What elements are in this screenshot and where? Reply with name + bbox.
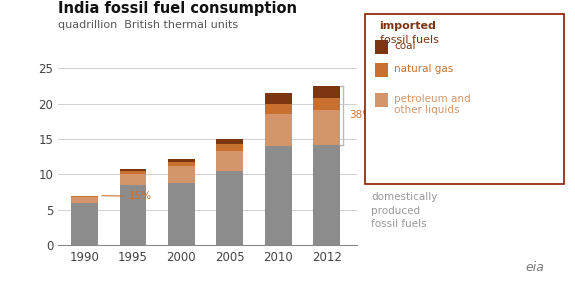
Text: India fossil fuel consumption: India fossil fuel consumption — [58, 1, 297, 17]
Bar — [216, 151, 243, 171]
Bar — [313, 145, 340, 245]
Bar — [120, 169, 146, 171]
Bar — [313, 86, 340, 98]
Text: domestically
produced
fossil fuels: domestically produced fossil fuels — [371, 192, 437, 229]
Text: imported: imported — [380, 21, 436, 31]
Bar — [168, 162, 195, 166]
Bar — [71, 203, 98, 245]
Text: coal: coal — [394, 41, 415, 51]
Bar — [168, 183, 195, 245]
Bar — [120, 171, 146, 174]
Bar — [120, 174, 146, 185]
Text: 38%: 38% — [348, 110, 372, 120]
Text: 15%: 15% — [102, 191, 152, 201]
Text: quadrillion  British thermal units: quadrillion British thermal units — [58, 20, 237, 30]
Bar — [313, 111, 340, 145]
Text: natural gas: natural gas — [394, 64, 453, 74]
Bar — [168, 166, 195, 183]
Bar — [216, 139, 243, 144]
Bar — [265, 146, 292, 245]
Bar — [216, 171, 243, 245]
Bar — [265, 93, 292, 104]
Text: petroleum and
other liquids: petroleum and other liquids — [394, 94, 470, 115]
Bar — [265, 104, 292, 114]
Bar — [313, 98, 340, 111]
Bar — [71, 198, 98, 203]
Bar — [71, 196, 98, 198]
Text: eia: eia — [526, 260, 544, 274]
Bar — [265, 114, 292, 146]
Bar — [120, 185, 146, 245]
Bar — [216, 144, 243, 151]
Bar — [168, 159, 195, 162]
Text: fossil fuels: fossil fuels — [380, 35, 438, 45]
